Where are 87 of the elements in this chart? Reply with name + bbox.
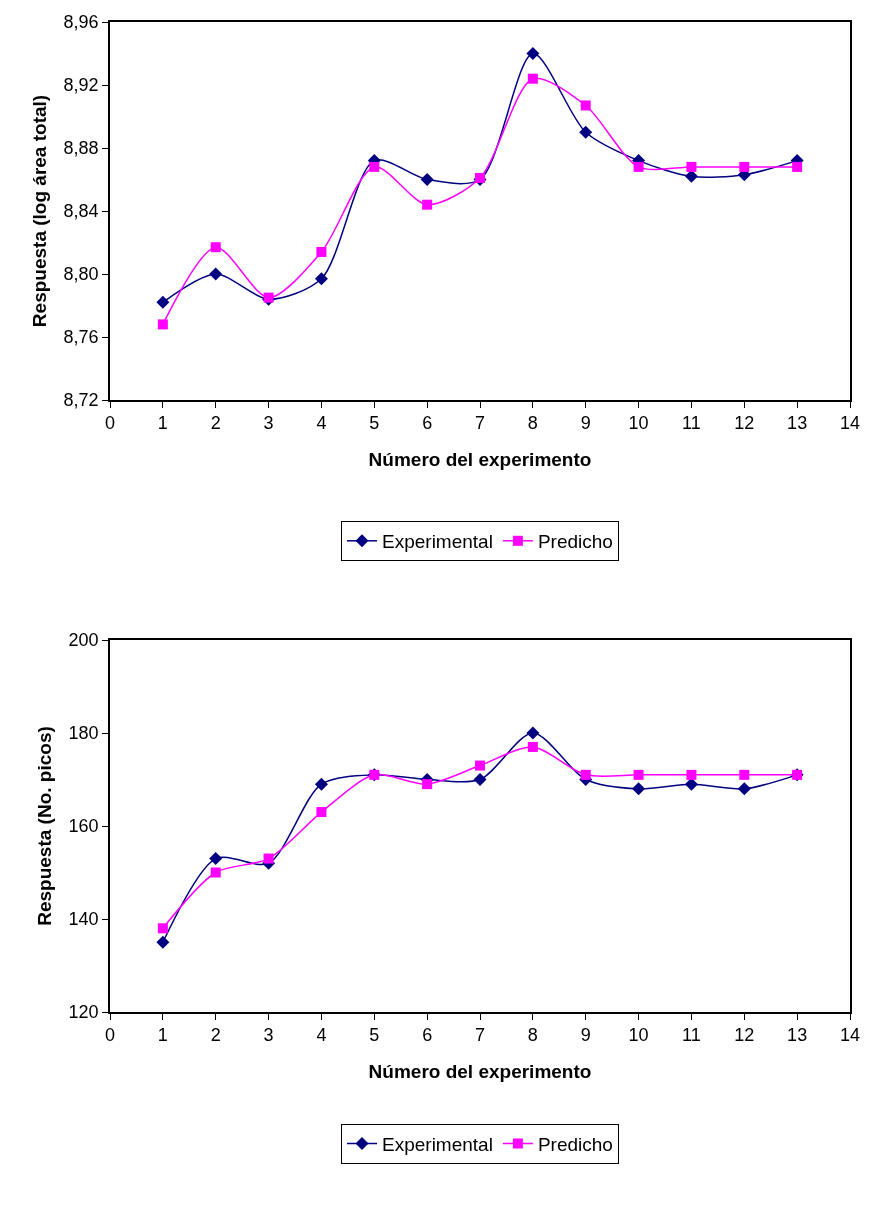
x-tick-label: 11	[682, 413, 701, 434]
point	[420, 173, 434, 186]
x-axis-title: Número del experimento	[368, 448, 592, 470]
point	[579, 125, 593, 139]
x-tick-label: 3	[263, 413, 274, 434]
point	[369, 161, 380, 172]
x-tick-label: 8	[527, 413, 538, 434]
x-tick-label: 9	[580, 1025, 591, 1046]
point	[210, 242, 221, 253]
point	[422, 199, 433, 210]
x-tick-label: 10	[628, 413, 649, 434]
x-tick-label: 12	[734, 1025, 755, 1046]
point	[633, 769, 644, 780]
y-tick-label: 8,88	[63, 138, 99, 159]
point	[737, 782, 751, 796]
x-tick-label: 13	[787, 413, 808, 434]
x-tick-label: 5	[369, 413, 380, 434]
x-tick-label: 1	[157, 413, 168, 434]
point	[156, 935, 170, 949]
x-tick-label: 0	[104, 1025, 116, 1046]
y-tick-label: 8,84	[63, 201, 99, 222]
point	[527, 73, 538, 84]
point	[686, 769, 697, 780]
x-tick-label: 14	[839, 413, 861, 434]
y-tick-label: 180	[68, 723, 99, 744]
point	[210, 867, 221, 878]
point	[209, 852, 223, 866]
x-tick-label: 6	[422, 1025, 433, 1046]
point	[684, 169, 698, 183]
y-tick-label: 140	[68, 909, 99, 930]
point	[263, 853, 274, 864]
x-tick-label: 13	[787, 1025, 808, 1046]
legend-label: Experimental	[382, 531, 493, 553]
y-tick-label: 120	[68, 1002, 99, 1023]
point	[156, 295, 170, 309]
y-axis-title: Respuesta (No. picos)	[33, 726, 55, 926]
legend-label: Predicho	[537, 1133, 613, 1155]
y-tick-label: 8,96	[63, 12, 99, 33]
x-tick-label: 2	[210, 1025, 221, 1046]
point	[316, 807, 327, 818]
point	[739, 769, 750, 780]
legend-label: Experimental	[382, 1133, 493, 1155]
x-tick-label: 12	[734, 413, 755, 434]
point	[316, 246, 327, 257]
point	[157, 923, 168, 934]
point	[314, 777, 328, 791]
point	[209, 267, 223, 281]
point	[739, 161, 750, 172]
point	[157, 319, 168, 330]
point	[580, 100, 591, 111]
x-tick-label: 10	[628, 1025, 649, 1046]
y-tick-label: 8,92	[63, 75, 99, 96]
x-tick-label: 7	[474, 1025, 486, 1046]
point	[526, 47, 540, 60]
y-tick-label: 8,76	[63, 327, 99, 348]
point	[684, 777, 698, 791]
x-axis-title: Número del experimento	[368, 1060, 592, 1082]
point	[526, 726, 540, 740]
point	[792, 161, 803, 172]
point	[686, 161, 697, 172]
x-tick-label: 8	[527, 1025, 538, 1046]
x-tick-label: 9	[580, 413, 591, 434]
point	[475, 760, 485, 771]
x-tick-label: 7	[474, 413, 486, 434]
x-tick-label: 2	[210, 413, 221, 434]
x-tick-label: 11	[682, 1025, 701, 1046]
point	[632, 782, 646, 796]
point	[314, 272, 328, 286]
point	[580, 769, 591, 780]
x-tick-label: 4	[316, 413, 327, 434]
x-tick-label: 4	[316, 1025, 327, 1046]
point	[422, 779, 433, 790]
point	[633, 161, 644, 172]
y-tick-label: 160	[68, 816, 99, 837]
legend-label: Predicho	[537, 531, 613, 553]
point	[473, 773, 487, 786]
y-tick-label: 200	[68, 630, 99, 651]
y-tick-label: 8,80	[63, 264, 99, 285]
y-tick-label: 8,72	[63, 390, 99, 411]
x-tick-label: 3	[263, 1025, 274, 1046]
point	[527, 741, 538, 752]
x-tick-label: 1	[157, 1025, 168, 1046]
y-axis-title: Respuesta (log área total)	[28, 94, 50, 328]
x-tick-label: 6	[422, 413, 433, 434]
x-tick-label: 5	[369, 1025, 380, 1046]
x-tick-label: 14	[839, 1025, 861, 1046]
x-tick-label: 0	[104, 413, 116, 434]
